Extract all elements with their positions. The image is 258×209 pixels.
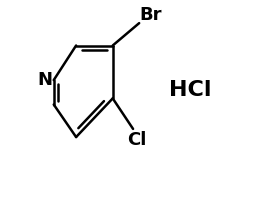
Text: Br: Br (139, 6, 162, 24)
Text: HCl: HCl (169, 80, 211, 100)
Text: Cl: Cl (127, 131, 147, 149)
Text: N: N (37, 71, 52, 89)
